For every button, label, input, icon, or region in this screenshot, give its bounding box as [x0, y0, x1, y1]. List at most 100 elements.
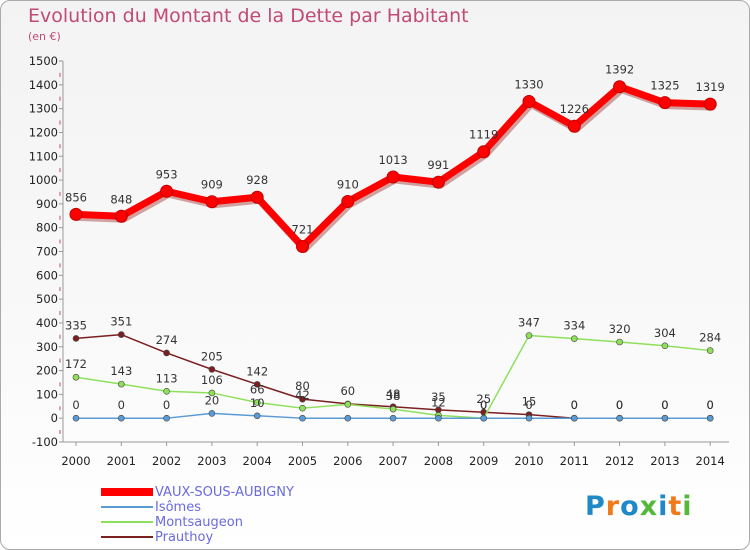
data-label: 0	[480, 398, 487, 412]
data-label: 1013	[378, 153, 407, 167]
data-label: 1319	[696, 80, 725, 94]
data-label: 0	[707, 398, 714, 412]
data-label: 106	[201, 373, 223, 387]
data-label: 80	[295, 379, 310, 393]
x-tick-label: 2006	[333, 454, 362, 468]
data-point	[389, 405, 397, 413]
data-point	[118, 414, 125, 422]
logo-letter: r	[605, 491, 621, 522]
y-tick-label: 1000	[29, 173, 58, 187]
data-label: 0	[72, 398, 79, 412]
proxiti-logo: Proxiti	[585, 491, 693, 522]
legend-label: Isômes	[155, 500, 201, 515]
data-label: 320	[609, 322, 631, 336]
data-point	[163, 349, 170, 357]
data-point	[386, 170, 400, 184]
data-label: 0	[163, 398, 170, 412]
x-tick-label: 2011	[560, 454, 589, 468]
data-point	[160, 184, 174, 198]
data-point	[299, 395, 306, 403]
data-label: 1226	[560, 102, 589, 116]
logo-letter: o	[620, 491, 640, 522]
data-point	[706, 347, 714, 354]
data-point	[208, 366, 216, 373]
data-point	[661, 342, 669, 350]
data-label: 0	[661, 398, 668, 412]
x-tick-label: 2000	[61, 454, 90, 468]
y-tick-label: -100	[32, 435, 58, 449]
x-tick-label: 2009	[469, 454, 498, 468]
data-label: 35	[431, 390, 446, 404]
y-tick-label: 1200	[29, 125, 58, 139]
data-point	[431, 175, 445, 189]
data-point	[613, 80, 627, 94]
data-label: 0	[661, 398, 668, 412]
data-label: 142	[246, 364, 268, 378]
data-label: 172	[65, 357, 87, 371]
data-label: 953	[156, 167, 178, 181]
logo-letter: i	[682, 491, 693, 522]
y-tick-label: 1300	[29, 102, 58, 116]
legend-swatch	[101, 488, 153, 496]
data-label: 284	[699, 331, 721, 345]
logo-letter: t	[668, 491, 683, 522]
data-point	[205, 195, 219, 209]
x-tick-label: 2001	[107, 454, 136, 468]
data-label: 1330	[514, 77, 543, 91]
data-point	[69, 207, 83, 221]
data-point	[253, 381, 261, 388]
data-point	[435, 414, 442, 422]
x-tick-label: 2007	[378, 454, 407, 468]
data-point	[208, 410, 216, 417]
y-tick-label: 0	[51, 411, 58, 425]
data-point	[616, 338, 623, 346]
data-label: 991	[427, 158, 449, 172]
logo-letter: x	[639, 491, 659, 522]
data-label: 48	[386, 387, 401, 401]
y-tick-label: 800	[36, 221, 58, 235]
data-point	[163, 414, 170, 422]
x-tick-label: 2008	[424, 454, 453, 468]
data-label: 0	[571, 398, 578, 412]
data-point	[344, 401, 352, 408]
data-label: 20	[205, 393, 220, 407]
data-point	[72, 373, 80, 381]
data-label: 1392	[605, 63, 634, 77]
legend-label: VAUX-SOUS-AUBIGNY	[155, 485, 294, 500]
data-label: 848	[110, 192, 132, 206]
data-point	[616, 414, 623, 422]
y-tick-label: 1400	[29, 78, 58, 92]
chart-unit: (en €)	[28, 30, 61, 43]
data-label: 25	[476, 392, 491, 406]
data-label: 856	[65, 190, 87, 204]
data-label: 15	[522, 395, 537, 409]
legend-label: Prauthoy	[155, 530, 214, 545]
data-point	[118, 380, 125, 388]
data-point	[299, 414, 306, 422]
data-point	[567, 119, 581, 133]
data-point	[703, 97, 717, 111]
data-point	[72, 414, 80, 422]
data-label: 909	[201, 178, 223, 192]
data-label: 274	[156, 333, 178, 347]
x-tick-label: 2002	[152, 454, 181, 468]
data-label: 42	[295, 388, 310, 402]
data-label: 205	[201, 349, 223, 363]
y-tick-label: 200	[36, 364, 58, 378]
data-label: 0	[616, 398, 623, 412]
data-label: 143	[110, 364, 132, 378]
x-tick-label: 2010	[514, 454, 543, 468]
y-tick-label: 1100	[29, 149, 58, 163]
data-label: 60	[340, 384, 355, 398]
data-point	[250, 190, 264, 204]
legend-label: Montsaugeon	[155, 515, 243, 530]
data-point	[163, 387, 170, 395]
logo-letter: P	[585, 491, 606, 522]
data-label: 0	[616, 398, 623, 412]
data-label: 12	[431, 395, 446, 409]
y-tick-label: 500	[36, 292, 58, 306]
data-point	[480, 414, 488, 422]
data-label: 304	[654, 326, 676, 340]
data-point	[72, 335, 80, 342]
